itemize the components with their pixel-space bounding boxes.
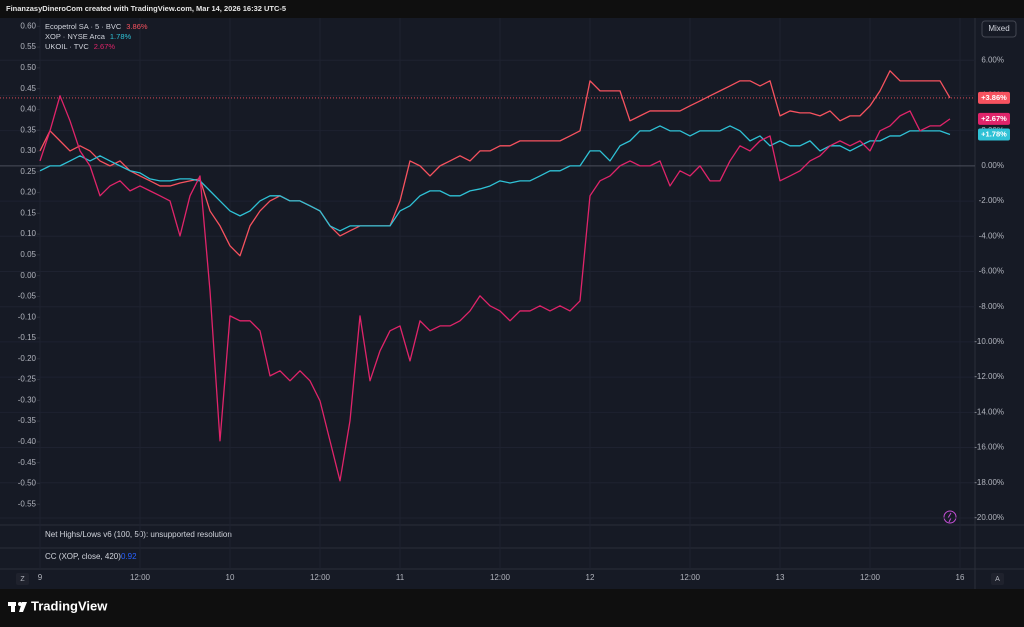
y2-tick-label: 0.00% xyxy=(981,161,1004,170)
indicator-label: Net Highs/Lows v6 (100, 50): unsupported… xyxy=(45,530,232,539)
y2-tick-label: -12.00% xyxy=(974,372,1004,381)
legend-value: 3.86% xyxy=(126,22,148,31)
x-tick-label: 10 xyxy=(226,573,235,582)
y-tick-label: 0.15 xyxy=(20,208,36,217)
button[interactable] xyxy=(991,573,1004,585)
price-badge-label: +3.86% xyxy=(981,93,1007,102)
x-tick-label: 12:00 xyxy=(680,573,701,582)
scale-mode-button[interactable] xyxy=(981,20,1017,38)
y-tick-label: 0.60 xyxy=(20,21,36,30)
y-tick-label: 0.30 xyxy=(20,146,36,155)
indicator-value: 0.92 xyxy=(121,552,137,561)
x-tick-label: 11 xyxy=(396,573,405,582)
x-tick-label: 12:00 xyxy=(860,573,881,582)
y-tick-label: -0.35 xyxy=(18,416,37,425)
brand-logo xyxy=(8,602,27,612)
y-tick-label: 0.25 xyxy=(20,167,36,176)
grid xyxy=(0,18,975,569)
y-tick-label: -0.25 xyxy=(18,375,37,384)
y2-tick-label: -16.00% xyxy=(974,443,1004,452)
y-tick-label: -0.55 xyxy=(18,499,37,508)
y2-tick-label: 6.00% xyxy=(981,55,1004,64)
x-tick-label: 12:00 xyxy=(310,573,331,582)
y-tick-label: -0.15 xyxy=(18,333,37,342)
legend-entry: XOP · NYSE Arca xyxy=(45,32,106,41)
y-tick-label: 0.55 xyxy=(20,42,36,51)
y-tick-label: -0.20 xyxy=(18,354,37,363)
header-title: FinanzasyDineroCom created with TradingV… xyxy=(6,4,286,13)
y-tick-label: 0.45 xyxy=(20,84,36,93)
indicator-label: CC (XOP, close, 420) xyxy=(45,552,121,561)
y2-tick-label: -14.00% xyxy=(974,407,1004,416)
alert-icon[interactable] xyxy=(943,510,957,524)
price-badge-label: +1.78% xyxy=(981,130,1007,139)
logo-shape xyxy=(11,602,15,612)
logo-shape xyxy=(19,602,27,612)
price-badge xyxy=(978,128,1010,141)
y2-tick-label: -2.00% xyxy=(979,196,1004,205)
y2-tick-label: -8.00% xyxy=(979,302,1004,311)
y-tick-label: -0.40 xyxy=(18,437,37,446)
price-badge xyxy=(978,112,1010,125)
x-tick-label: 12:00 xyxy=(490,573,511,582)
y-tick-label: -0.45 xyxy=(18,458,37,467)
legend-entry: Ecopetrol SA · 5 · BVC xyxy=(45,22,122,31)
series-line xyxy=(39,70,951,257)
price-badge-label: +2.67% xyxy=(981,114,1007,123)
series-line xyxy=(39,125,951,232)
x-tick-label: 12:00 xyxy=(130,573,151,582)
y-tick-label: -0.50 xyxy=(18,479,37,488)
series-line xyxy=(39,95,951,482)
button-label[interactable]: A xyxy=(995,576,1000,583)
y-tick-label: 0.40 xyxy=(20,105,36,114)
y2-tick-label: -10.00% xyxy=(974,337,1004,346)
x-tick-label: 12 xyxy=(586,573,595,582)
y2-tick-label: -6.00% xyxy=(979,267,1004,276)
logo-shape xyxy=(18,602,22,606)
button-label[interactable]: Z xyxy=(20,576,25,583)
y-tick-label: -0.05 xyxy=(18,292,37,301)
legend-value: 2.67% xyxy=(94,42,116,51)
y2-tick-label: -20.00% xyxy=(974,513,1004,522)
brand-name: TradingView xyxy=(31,598,108,613)
legend-value: 1.78% xyxy=(110,32,132,41)
chart-panel xyxy=(0,18,1024,589)
x-tick-label: 16 xyxy=(956,573,965,582)
y-tick-label: 0.05 xyxy=(20,250,36,259)
x-tick-label: 13 xyxy=(776,573,785,582)
y2-tick-label: -4.00% xyxy=(979,231,1004,240)
x-tick-label: 9 xyxy=(38,573,43,582)
y-tick-label: -0.10 xyxy=(18,312,37,321)
y-tick-label: 0.00 xyxy=(20,271,36,280)
price-badge xyxy=(978,91,1010,104)
y-tick-label: -0.30 xyxy=(18,395,37,404)
y2-tick-label: -18.00% xyxy=(974,478,1004,487)
y-tick-label: 0.50 xyxy=(20,63,36,72)
button[interactable] xyxy=(16,573,29,585)
legend-entry: UKOIL · TVC xyxy=(45,42,89,51)
y-tick-label: 0.35 xyxy=(20,125,36,134)
scale-mode-label[interactable]: Mixed xyxy=(988,24,1009,33)
y-tick-label: 0.20 xyxy=(20,188,36,197)
y-tick-label: 0.10 xyxy=(20,229,36,238)
